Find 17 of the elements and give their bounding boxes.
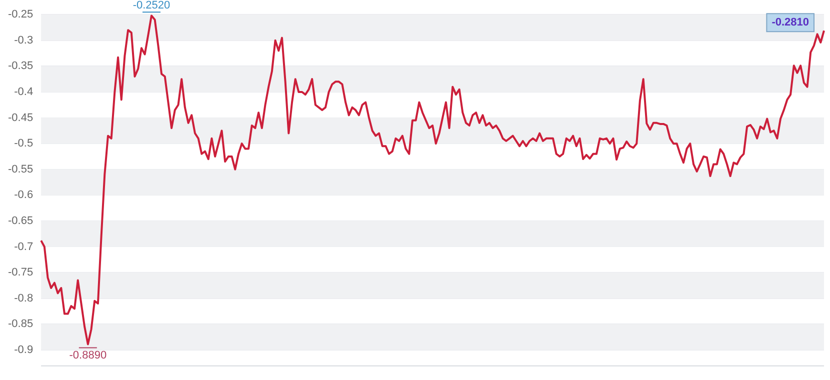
y-tick-label: -0.6 xyxy=(14,189,34,202)
y-tick-label: -0.8 xyxy=(14,292,34,304)
y-tick-label: -0.5 xyxy=(14,138,34,150)
y-tick-label: -0.45 xyxy=(8,112,34,124)
annotation: -0.2520 xyxy=(132,0,170,12)
y-tick-label: -0.35 xyxy=(8,60,34,72)
y-tick-label: -0.75 xyxy=(8,266,34,279)
annotation: -0.8890 xyxy=(69,349,107,362)
y-tick-label: -0.4 xyxy=(14,86,34,98)
y-tick-label: -0.25 xyxy=(8,8,34,21)
y-tick-label: -0.3 xyxy=(14,34,34,46)
y-tick-label: -0.9 xyxy=(14,344,34,356)
y-tick-label: -0.65 xyxy=(8,214,34,227)
y-tick-label: -0.7 xyxy=(14,240,34,253)
annotation: -0.2810 xyxy=(772,16,810,29)
y-tick-label: -0.55 xyxy=(8,163,34,176)
y-tick-label: -0.85 xyxy=(8,318,34,330)
